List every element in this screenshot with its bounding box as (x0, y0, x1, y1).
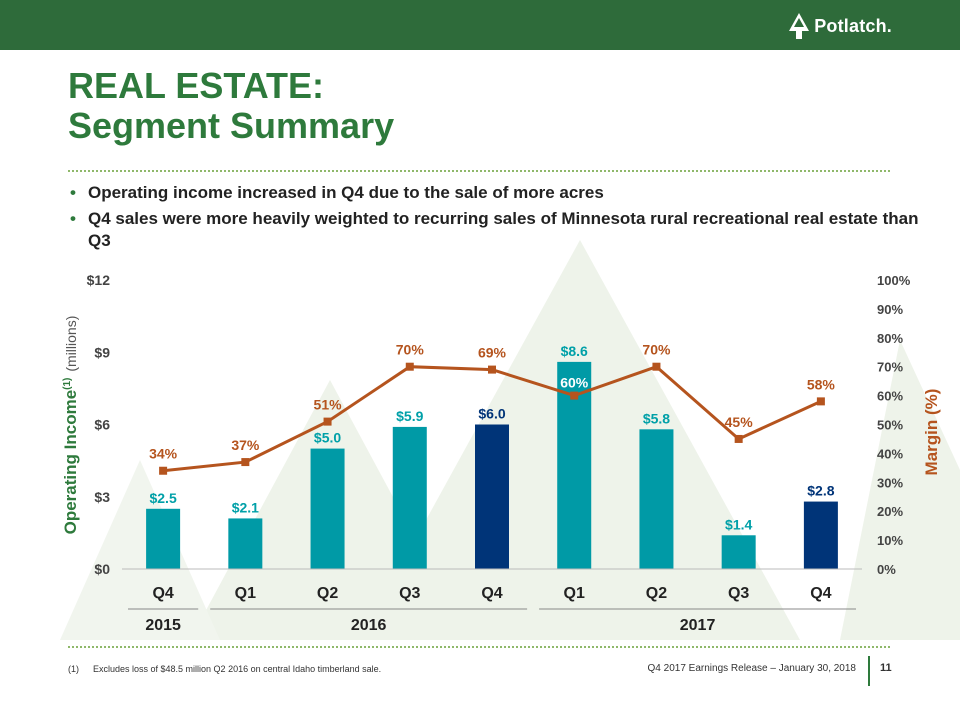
footer-separator (868, 656, 870, 686)
category-label: Q4 (810, 585, 831, 602)
bar-value-label: $5.0 (314, 430, 341, 446)
tree-logo-icon (789, 13, 810, 39)
bar (721, 535, 756, 569)
year-group-label: 2016 (351, 617, 387, 634)
y-tick-label: $9 (94, 344, 110, 360)
y2-tick-label: 20% (877, 504, 903, 519)
y-tick-label: $3 (94, 489, 110, 505)
bar (475, 424, 509, 569)
bottom-divider (68, 646, 890, 648)
margin-value-label: 37% (231, 437, 260, 453)
margin-value-label: 70% (396, 342, 425, 358)
bullet-icon: • (70, 209, 76, 228)
bar-value-label: $2.5 (149, 490, 176, 506)
category-label: Q1 (564, 585, 585, 602)
year-group-label: 2015 (145, 617, 181, 634)
bar-value-label: $1.4 (725, 516, 752, 532)
category-label: Q1 (235, 585, 256, 602)
category-label: Q4 (152, 585, 173, 602)
bullet-item: • Operating income increased in Q4 due to… (70, 182, 920, 204)
y2-tick-label: 60% (877, 389, 903, 404)
footnote: (1) Excludes loss of $48.5 million Q2 20… (68, 664, 381, 674)
bar (392, 426, 427, 569)
margin-value-label: 51% (314, 397, 343, 413)
y-axis-title-main: Operating Income (61, 390, 80, 535)
bar-value-label: $5.8 (643, 410, 670, 426)
y2-axis-title: Margin (%) (922, 389, 941, 476)
y-tick-label: $0 (94, 561, 110, 577)
margin-marker (159, 466, 168, 475)
footnote-marker: (1) (68, 664, 79, 674)
margin-value-label: 70% (642, 342, 671, 358)
margin-marker (323, 417, 332, 426)
y-tick-label: $6 (94, 417, 110, 433)
y2-tick-label: 40% (877, 446, 903, 461)
bar (228, 518, 263, 569)
logo-text: Potlatch. (814, 15, 892, 36)
potlatch-logo: Potlatch. (788, 12, 892, 40)
y2-tick-label: 50% (877, 418, 903, 433)
footnote-text: Excludes loss of $48.5 million Q2 2016 o… (93, 664, 382, 674)
margin-marker (734, 434, 743, 443)
y2-tick-label: 90% (877, 302, 903, 317)
margin-marker (405, 362, 414, 371)
category-label: Q3 (728, 585, 749, 602)
y-axis-title-unit: (millions) (63, 316, 79, 372)
bullet-icon: • (70, 183, 76, 202)
margin-marker (816, 397, 825, 406)
bullet-text: Operating income increased in Q4 due to … (88, 183, 604, 202)
operating-income-chart: $2.5 $2.1 $5.0 $5.9 $6.0 $8.6 $5.8 $1.4 $2.8 34% 3… (61, 272, 941, 634)
bar (639, 429, 674, 569)
page-title: REAL ESTATE: Segment Summary (68, 66, 394, 146)
margin-marker (652, 362, 661, 371)
margin-value-label: 69% (478, 345, 507, 361)
category-label: Q2 (646, 585, 667, 602)
title-line-2: Segment Summary (68, 105, 395, 146)
y2-tick-label: 10% (877, 533, 903, 548)
bullet-text: Q4 sales were more heavily weighted to r… (88, 209, 919, 250)
category-label: Q3 (399, 585, 420, 602)
bar-value-label: $2.8 (807, 483, 834, 499)
category-label: Q2 (317, 585, 338, 602)
bullet-list: • Operating income increased in Q4 due to… (70, 182, 920, 256)
bar (803, 501, 838, 569)
y2-tick-label: 30% (877, 475, 903, 490)
year-group-label: 2017 (680, 617, 716, 634)
title-line-1: REAL ESTATE: (68, 65, 325, 106)
y2-tick-label: 80% (877, 331, 903, 346)
y-axis-title: Operating Income(1) (millions) (61, 316, 80, 535)
margin-value-label: 45% (725, 414, 754, 430)
bar-value-label: $6.0 (478, 406, 505, 422)
margin-marker (488, 365, 496, 374)
bar (310, 448, 345, 569)
bar-value-label: $2.1 (232, 499, 259, 515)
release-info: Q4 2017 Earnings Release – January 30, 2… (647, 663, 856, 674)
y-axis-title-superscript: (1) (62, 378, 73, 390)
y2-tick-label: 0% (877, 562, 896, 577)
bullet-item: • Q4 sales were more heavily weighted to … (70, 208, 920, 252)
y2-tick-label: 100% (877, 273, 911, 288)
bar-value-label: $5.9 (396, 408, 423, 424)
top-divider (68, 170, 890, 172)
margin-marker (241, 458, 250, 467)
category-label: Q4 (481, 585, 502, 602)
margin-value-label: 58% (807, 376, 836, 392)
page-number: 11 (880, 662, 892, 674)
margin-value-label: 34% (149, 446, 178, 462)
margin-value-label: 60% (560, 375, 589, 391)
y-tick-label: $12 (87, 272, 111, 288)
bar (146, 508, 181, 569)
margin-marker (570, 391, 579, 400)
bar-value-label: $8.6 (561, 343, 588, 359)
y2-tick-label: 70% (877, 360, 903, 375)
